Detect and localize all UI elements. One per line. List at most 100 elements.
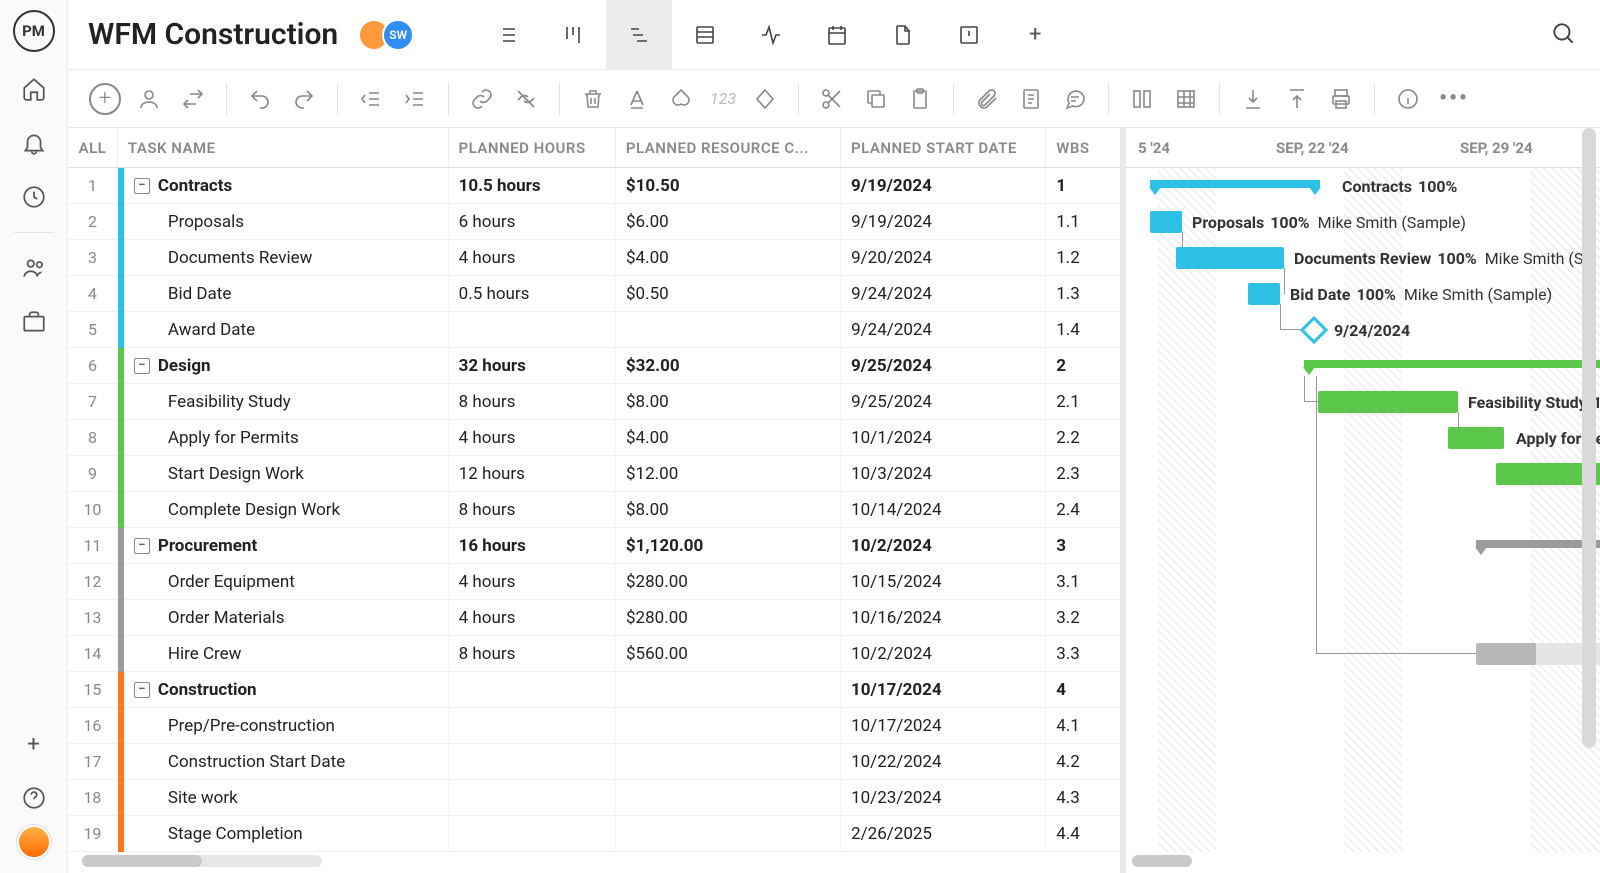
task-row[interactable]: 2Proposals6 hours$6.009/19/20241.1 [68,204,1120,240]
planned-start-cell[interactable]: 10/15/2024 [841,564,1046,599]
planned-hours-cell[interactable]: 8 hours [449,636,616,671]
wbs-cell[interactable]: 4 [1046,672,1120,707]
cut-button[interactable] [813,80,851,118]
planned-cost-cell[interactable]: $560.00 [616,636,841,671]
task-row[interactable]: 3Documents Review4 hours$4.009/20/20241.… [68,240,1120,276]
planned-hours-cell[interactable]: 12 hours [449,456,616,491]
redo-button[interactable] [285,80,323,118]
wbs-cell[interactable]: 2.1 [1046,384,1120,419]
task-row[interactable]: 5Award Date9/24/20241.4 [68,312,1120,348]
task-row[interactable]: 10Complete Design Work8 hours$8.0010/14/… [68,492,1120,528]
task-name-cell[interactable]: Start Design Work [124,456,449,491]
planned-hours-cell[interactable] [449,744,616,779]
nav-add[interactable]: + [0,717,68,771]
planned-start-cell[interactable]: 10/2/2024 [841,528,1046,563]
planned-cost-cell[interactable]: $280.00 [616,600,841,635]
col-planned-cost[interactable]: PLANNED RESOURCE C... [616,128,841,167]
notes-button[interactable] [1012,80,1050,118]
view-gantt-icon[interactable] [606,0,672,70]
planned-cost-cell[interactable]: $280.00 [616,564,841,599]
planned-start-cell[interactable]: 10/14/2024 [841,492,1046,527]
col-task-name[interactable]: TASK NAME [118,128,449,167]
planned-start-cell[interactable]: 9/25/2024 [841,384,1046,419]
swap-button[interactable] [174,80,212,118]
planned-start-cell[interactable]: 10/2/2024 [841,636,1046,671]
planned-cost-cell[interactable] [616,708,841,743]
planned-start-cell[interactable]: 9/24/2024 [841,312,1046,347]
col-wbs[interactable]: WBS [1046,128,1120,167]
task-row[interactable]: 9Start Design Work12 hours$12.0010/3/202… [68,456,1120,492]
wbs-cell[interactable]: 1.2 [1046,240,1120,275]
task-name-cell[interactable]: Hire Crew [124,636,449,671]
task-name-cell[interactable]: −Procurement [124,528,449,563]
gantt-summary-bar[interactable] [1304,360,1600,368]
task-name-cell[interactable]: Proposals [124,204,449,239]
nav-team[interactable] [0,241,68,295]
view-risks-icon[interactable] [936,0,1002,70]
wbs-cell[interactable]: 2 [1046,348,1120,383]
planned-hours-cell[interactable]: 6 hours [449,204,616,239]
nav-help[interactable] [0,771,68,825]
planned-hours-cell[interactable] [449,780,616,815]
planned-start-cell[interactable]: 9/24/2024 [841,276,1046,311]
more-button[interactable]: ••• [1433,86,1475,111]
planned-cost-cell[interactable]: $0.50 [616,276,841,311]
planned-cost-cell[interactable]: $32.00 [616,348,841,383]
planned-cost-cell[interactable] [616,780,841,815]
planned-cost-cell[interactable]: $8.00 [616,492,841,527]
wbs-cell[interactable]: 2.2 [1046,420,1120,455]
task-name-cell[interactable]: Documents Review [124,240,449,275]
gantt-vscroll[interactable] [1582,128,1596,873]
planned-cost-cell[interactable]: $4.00 [616,240,841,275]
project-members[interactable]: SW [358,19,414,51]
planned-hours-cell[interactable]: 10.5 hours [449,168,616,203]
wbs-toggle[interactable]: 123 [706,89,740,108]
view-calendar-icon[interactable] [804,0,870,70]
view-list-icon[interactable] [474,0,540,70]
indent-button[interactable] [396,80,434,118]
view-add-icon[interactable]: + [1002,0,1068,70]
task-row[interactable]: 11−Procurement16 hours$1,120.0010/2/2024… [68,528,1120,564]
planned-hours-cell[interactable]: 4 hours [449,240,616,275]
wbs-cell[interactable]: 4.1 [1046,708,1120,743]
task-name-cell[interactable]: Site work [124,780,449,815]
grid-button[interactable] [1167,80,1205,118]
add-task-button[interactable]: + [86,80,124,118]
task-name-cell[interactable]: Construction Start Date [124,744,449,779]
task-name-cell[interactable]: Award Date [124,312,449,347]
gantt-hscroll[interactable] [1132,855,1192,867]
gantt-bar[interactable] [1318,391,1458,413]
print-button[interactable] [1322,80,1360,118]
gantt-bar[interactable] [1150,211,1182,233]
wbs-cell[interactable]: 2.4 [1046,492,1120,527]
wbs-cell[interactable]: 4.2 [1046,744,1120,779]
task-name-cell[interactable]: −Contracts [124,168,449,203]
planned-start-cell[interactable]: 10/16/2024 [841,600,1046,635]
planned-cost-cell[interactable] [616,816,841,851]
color-button[interactable] [662,80,700,118]
unlink-button[interactable] [507,80,545,118]
gantt-summary-bar[interactable] [1150,180,1320,188]
view-activity-icon[interactable] [738,0,804,70]
planned-hours-cell[interactable] [449,816,616,851]
task-name-cell[interactable]: Stage Completion [124,816,449,851]
nav-portfolio[interactable] [0,295,68,349]
info-button[interactable] [1389,80,1427,118]
task-row[interactable]: 17Construction Start Date10/22/20244.2 [68,744,1120,780]
planned-cost-cell[interactable]: $6.00 [616,204,841,239]
planned-hours-cell[interactable] [449,312,616,347]
wbs-cell[interactable]: 1.1 [1046,204,1120,239]
planned-cost-cell[interactable]: $8.00 [616,384,841,419]
wbs-cell[interactable]: 1.4 [1046,312,1120,347]
col-all[interactable]: ALL [68,128,118,167]
wbs-cell[interactable]: 4.4 [1046,816,1120,851]
planned-hours-cell[interactable]: 8 hours [449,492,616,527]
milestone-button[interactable] [746,80,784,118]
export-button[interactable] [1278,80,1316,118]
member-avatar[interactable]: SW [382,19,414,51]
gantt-bar[interactable] [1176,247,1284,269]
nav-notifications[interactable] [0,116,68,170]
task-name-cell[interactable]: Bid Date [124,276,449,311]
planned-cost-cell[interactable] [616,672,841,707]
task-row[interactable]: 12Order Equipment4 hours$280.0010/15/202… [68,564,1120,600]
